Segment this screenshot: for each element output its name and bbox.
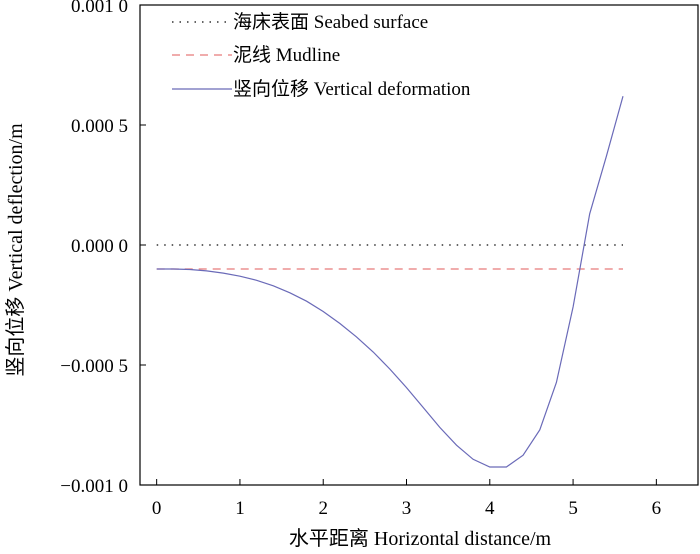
- y-tick-label: −0.000 5: [60, 356, 128, 377]
- x-tick-label: 5: [568, 498, 578, 519]
- y-tick-label: 0.000 0: [71, 236, 128, 257]
- y-tick-label: −0.001 0: [60, 476, 128, 497]
- x-tick-label: 6: [652, 498, 662, 519]
- legend-label: 竖向位移 Vertical deformation: [233, 78, 471, 100]
- y-axis-title: 竖向位移 Vertical deflection/m: [4, 123, 27, 377]
- series-layer: [156, 96, 624, 468]
- x-tick-label: 1: [235, 498, 245, 519]
- series-line-vertical-deformation: [156, 96, 624, 468]
- x-tick-label: 4: [485, 498, 495, 519]
- legend-label: 泥线 Mudline: [233, 44, 340, 66]
- axis-ticks: 0 1 2 3 4 5 6 0.001 0 0.000 5 0.000 0 −0.000 5 −0.0…: [60, 0, 661, 519]
- x-tick-label: 0: [152, 498, 162, 519]
- legend: 海床表面 Seabed surface 泥线 Mudline 竖向位移 Vertic…: [172, 11, 471, 100]
- x-tick-label: 3: [402, 498, 412, 519]
- y-tick-label: 0.000 5: [71, 116, 128, 137]
- x-tick-label: 2: [318, 498, 328, 519]
- x-axis-title: 水平距离 Horizontal distance/m: [289, 527, 552, 550]
- legend-label: 海床表面 Seabed surface: [233, 11, 428, 33]
- y-tick-label: 0.001 0: [71, 0, 128, 17]
